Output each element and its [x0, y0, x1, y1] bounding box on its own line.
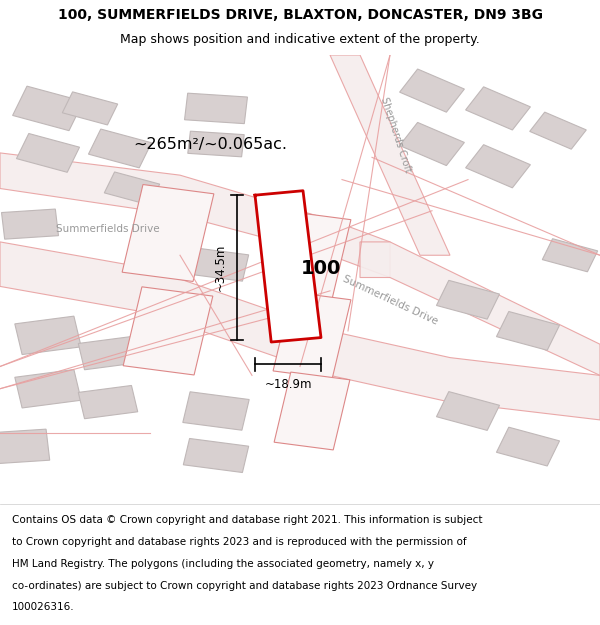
Polygon shape: [360, 242, 600, 376]
Text: 100: 100: [301, 259, 341, 278]
Text: ~18.9m: ~18.9m: [264, 378, 312, 391]
Polygon shape: [273, 212, 351, 299]
Polygon shape: [104, 172, 160, 205]
Polygon shape: [466, 144, 530, 188]
Polygon shape: [123, 287, 213, 375]
Text: 100, SUMMERFIELDS DRIVE, BLAXTON, DONCASTER, DN9 3BG: 100, SUMMERFIELDS DRIVE, BLAXTON, DONCAS…: [58, 8, 542, 22]
Text: Shepherds Croft: Shepherds Croft: [379, 96, 413, 174]
Text: ~34.5m: ~34.5m: [214, 244, 227, 291]
Polygon shape: [88, 129, 152, 168]
Polygon shape: [15, 316, 81, 354]
Polygon shape: [274, 372, 350, 450]
Polygon shape: [78, 336, 138, 370]
Text: Map shows position and indicative extent of the property.: Map shows position and indicative extent…: [120, 33, 480, 46]
Text: ~265m²/~0.065ac.: ~265m²/~0.065ac.: [133, 136, 287, 151]
Text: Summerfields Drive: Summerfields Drive: [56, 224, 160, 234]
Polygon shape: [185, 93, 247, 124]
Polygon shape: [62, 92, 118, 125]
Polygon shape: [0, 153, 390, 278]
Polygon shape: [542, 239, 598, 272]
Text: Contains OS data © Crown copyright and database right 2021. This information is : Contains OS data © Crown copyright and d…: [12, 515, 482, 525]
Polygon shape: [436, 281, 500, 319]
Polygon shape: [122, 184, 214, 281]
Text: Summerfields Drive: Summerfields Drive: [341, 273, 439, 326]
Polygon shape: [2, 209, 58, 239]
Polygon shape: [255, 191, 321, 342]
Polygon shape: [496, 311, 560, 350]
Polygon shape: [15, 369, 81, 408]
Polygon shape: [273, 292, 351, 379]
Polygon shape: [188, 131, 244, 157]
Polygon shape: [183, 392, 249, 430]
Polygon shape: [0, 429, 50, 464]
Polygon shape: [436, 392, 500, 431]
Polygon shape: [0, 242, 600, 420]
Polygon shape: [400, 122, 464, 166]
Polygon shape: [13, 86, 83, 131]
Polygon shape: [530, 112, 586, 149]
Text: HM Land Registry. The polygons (including the associated geometry, namely x, y: HM Land Registry. The polygons (includin…: [12, 559, 434, 569]
Polygon shape: [330, 55, 450, 255]
Text: co-ordinates) are subject to Crown copyright and database rights 2023 Ordnance S: co-ordinates) are subject to Crown copyr…: [12, 581, 477, 591]
Polygon shape: [78, 386, 138, 419]
Polygon shape: [466, 87, 530, 130]
Polygon shape: [400, 69, 464, 112]
Polygon shape: [16, 134, 80, 172]
Polygon shape: [184, 439, 248, 472]
Polygon shape: [184, 247, 248, 281]
Text: to Crown copyright and database rights 2023 and is reproduced with the permissio: to Crown copyright and database rights 2…: [12, 537, 467, 547]
Text: 100026316.: 100026316.: [12, 602, 74, 612]
Polygon shape: [496, 428, 560, 466]
